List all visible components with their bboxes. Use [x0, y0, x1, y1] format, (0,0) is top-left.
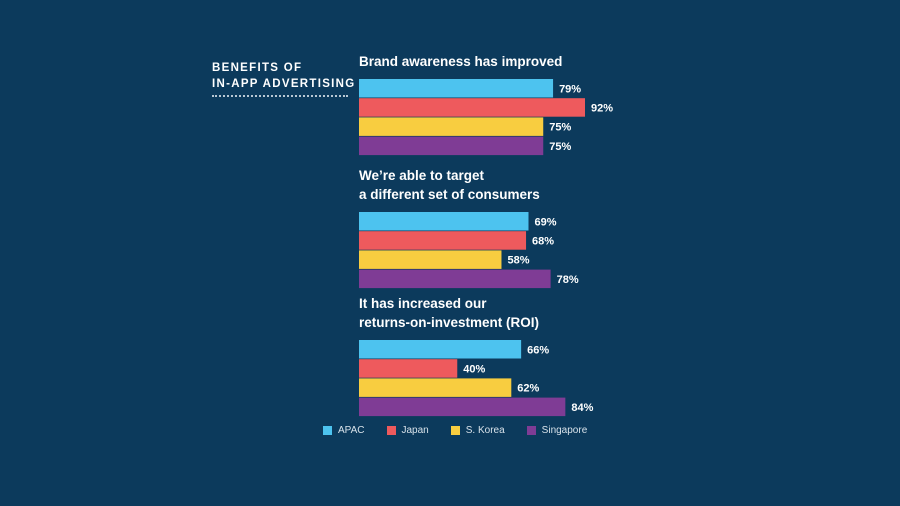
group-3-label-japan: 40% [463, 363, 485, 375]
group-2-bar-singapore [359, 269, 551, 289]
group-2-label-s-korea: 58% [507, 255, 529, 267]
group-1-title-line-1: Brand awareness has improved [359, 54, 562, 69]
legend-label-apac: APAC [338, 425, 365, 436]
group-1-bar-apac [359, 79, 554, 98]
group-1-label-s-korea: 75% [549, 122, 571, 134]
legend-item-japan: Japan [386, 425, 429, 436]
legend-item-apac: APAC [323, 425, 365, 436]
group-3-title-line-1: It has increased our [359, 296, 487, 311]
group-3-bar-singapore [359, 397, 566, 417]
group-3-bar-s-korea [359, 378, 512, 397]
legend-swatch-singapore [526, 426, 536, 435]
group-1-label-singapore: 75% [549, 141, 571, 153]
group-1-label-japan: 92% [591, 102, 613, 114]
group-1-bar-japan [359, 98, 585, 117]
legend-swatch-japan [386, 426, 396, 435]
legend-item-singapore: Singapore [526, 425, 588, 436]
group-2-title-line-1: We’re able to target [359, 168, 485, 183]
dotted-divider [212, 95, 348, 97]
legend-label-s-korea: S. Korea [465, 425, 505, 436]
side-title-line-1: BENEFITS OF [212, 62, 303, 74]
group-1-label-apac: 79% [559, 83, 581, 95]
group-2-bar-s-korea [359, 250, 502, 269]
group-1-bar-s-korea [359, 117, 544, 136]
group-3-label-s-korea: 62% [517, 383, 539, 395]
legend: APAC Japan S. Korea Singapore [323, 425, 609, 436]
group-3-label-apac: 66% [527, 344, 549, 356]
group-3-bar-japan [359, 359, 458, 378]
legend-label-japan: Japan [401, 425, 429, 436]
chart-side-title: BENEFITS OF IN-APP ADVERTISING [212, 60, 356, 92]
group-2-label-singapore: 78% [557, 274, 579, 286]
side-title-line-2: IN-APP ADVERTISING [212, 78, 356, 90]
group-2-label-japan: 68% [532, 235, 554, 247]
group-2-title-line-2: a different set of consumers [359, 187, 540, 202]
legend-label-singapore: Singapore [541, 425, 588, 436]
group-2-bar-japan [359, 231, 527, 250]
group-2-label-apac: 69% [535, 216, 557, 228]
legend-item-s-korea: S. Korea [450, 425, 505, 436]
legend-swatch-apac [323, 426, 332, 435]
group-2-bar-apac [359, 212, 529, 231]
group-3-label-singapore: 84% [571, 402, 593, 414]
group-3-bar-apac [359, 340, 522, 359]
group-3-title-line-2: returns-on-investment (ROI) [359, 315, 539, 330]
group-1-bar-singapore [359, 136, 544, 156]
legend-swatch-s-korea [450, 426, 460, 435]
